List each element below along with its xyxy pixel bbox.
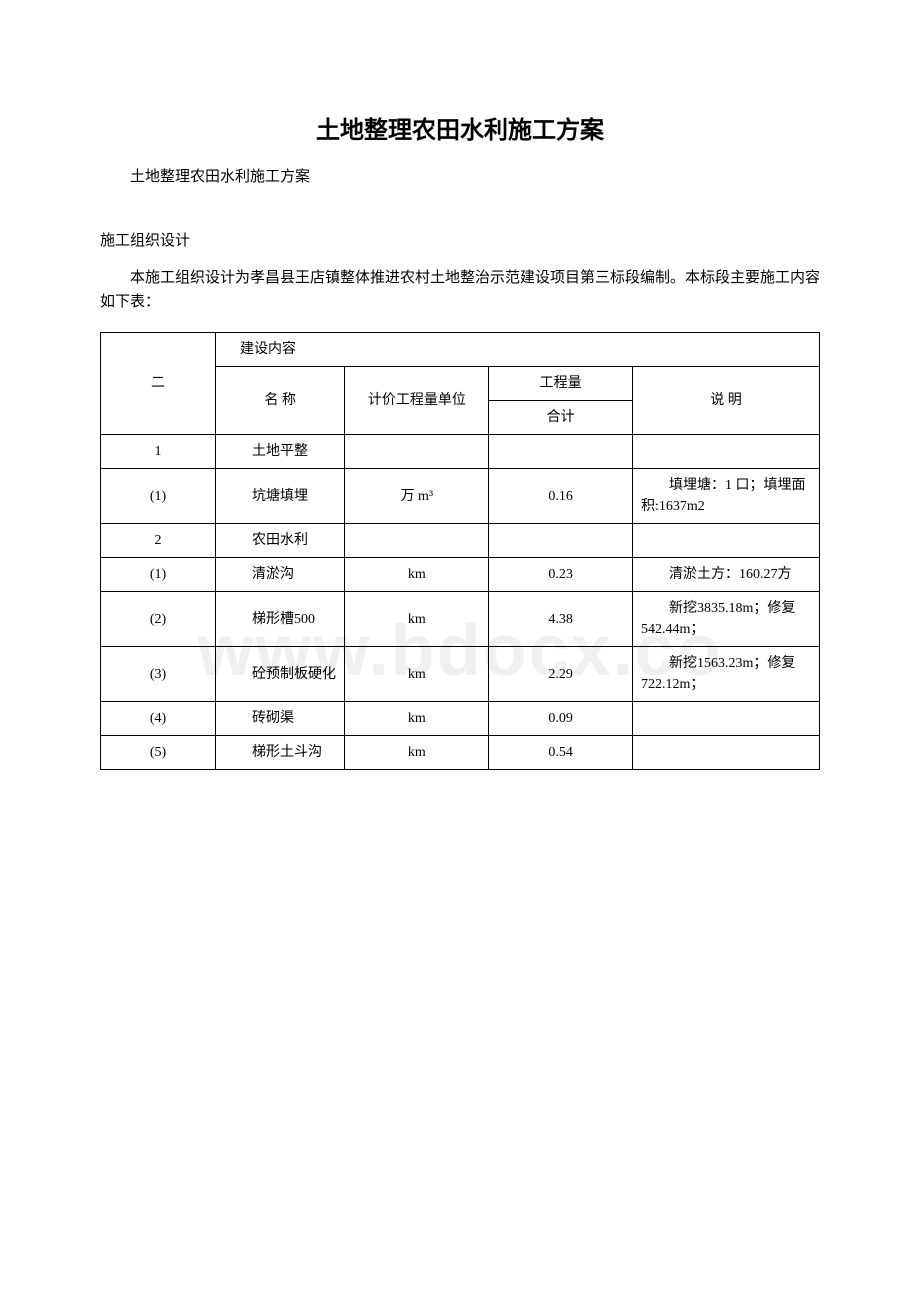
cell-quantity: 4.38 [489, 592, 633, 647]
cell-quantity: 0.23 [489, 558, 633, 592]
cell-unit: km [345, 702, 489, 736]
header-description: 说 明 [633, 367, 820, 435]
cell-unit: km [345, 647, 489, 702]
cell-unit: km [345, 592, 489, 647]
cell-quantity: 0.09 [489, 702, 633, 736]
cell-unit: km [345, 558, 489, 592]
table-row: (2) 梯形槽500 km 4.38 新挖3835.18m；修复542.44m； [101, 592, 820, 647]
cell-name: 砼预制板硬化 [216, 647, 345, 702]
header-content: 建设内容 [216, 333, 820, 367]
table-row: (1) 清淤沟 km 0.23 清淤土方：160.27方 [101, 558, 820, 592]
cell-name: 梯形槽500 [216, 592, 345, 647]
cell-quantity: 0.16 [489, 469, 633, 524]
table-row: (5) 梯形土斗沟 km 0.54 [101, 736, 820, 770]
cell-unit [345, 435, 489, 469]
cell-index: (3) [101, 647, 216, 702]
intro-paragraph: 本施工组织设计为孝昌县王店镇整体推进农村土地整治示范建设项目第三标段编制。本标段… [100, 266, 820, 314]
subtitle-line: 土地整理农田水利施工方案 [100, 165, 820, 189]
header-quantity-sub: 合计 [489, 401, 633, 435]
cell-quantity [489, 524, 633, 558]
cell-unit: km [345, 736, 489, 770]
construction-table: 二 建设内容 名 称 计价工程量单位 工程量 说 明 合计 1 土地平整 (1)… [100, 332, 820, 770]
table-row: (3) 砼预制板硬化 km 2.29 新挖1563.23m；修复722.12m； [101, 647, 820, 702]
table-row: (4) 砖砌渠 km 0.09 [101, 702, 820, 736]
cell-index: (5) [101, 736, 216, 770]
cell-description: 新挖1563.23m；修复722.12m； [633, 647, 820, 702]
cell-description [633, 702, 820, 736]
cell-index: (1) [101, 558, 216, 592]
cell-index: (1) [101, 469, 216, 524]
table-header-row-1: 二 建设内容 [101, 333, 820, 367]
cell-description [633, 736, 820, 770]
header-name: 名 称 [216, 367, 345, 435]
cell-description [633, 435, 820, 469]
cell-description [633, 524, 820, 558]
cell-name: 砖砌渠 [216, 702, 345, 736]
cell-quantity: 0.54 [489, 736, 633, 770]
header-unit: 计价工程量单位 [345, 367, 489, 435]
cell-quantity [489, 435, 633, 469]
table-row: (1) 坑塘填埋 万 m³ 0.16 填埋塘：1 口；填埋面积:1637m2 [101, 469, 820, 524]
cell-name: 坑塘填埋 [216, 469, 345, 524]
header-index: 二 [101, 333, 216, 435]
cell-description: 填埋塘：1 口；填埋面积:1637m2 [633, 469, 820, 524]
cell-unit: 万 m³ [345, 469, 489, 524]
page-title: 土地整理农田水利施工方案 [100, 110, 820, 145]
header-quantity: 工程量 [489, 367, 633, 401]
cell-quantity: 2.29 [489, 647, 633, 702]
cell-description: 清淤土方：160.27方 [633, 558, 820, 592]
cell-name: 土地平整 [216, 435, 345, 469]
cell-name: 梯形土斗沟 [216, 736, 345, 770]
document-content: 土地整理农田水利施工方案 土地整理农田水利施工方案 施工组织设计 本施工组织设计… [100, 110, 820, 770]
cell-name: 农田水利 [216, 524, 345, 558]
cell-index: 1 [101, 435, 216, 469]
table-row: 1 土地平整 [101, 435, 820, 469]
cell-unit [345, 524, 489, 558]
cell-index: (4) [101, 702, 216, 736]
cell-description: 新挖3835.18m；修复542.44m； [633, 592, 820, 647]
cell-index: 2 [101, 524, 216, 558]
cell-name: 清淤沟 [216, 558, 345, 592]
cell-index: (2) [101, 592, 216, 647]
table-row: 2 农田水利 [101, 524, 820, 558]
section-heading: 施工组织设计 [100, 229, 820, 250]
